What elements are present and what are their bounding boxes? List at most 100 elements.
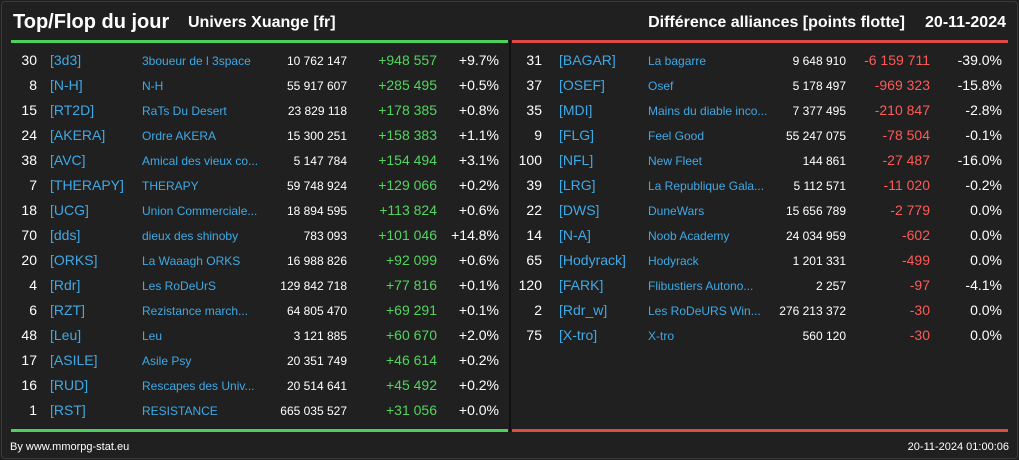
- page-title: Top/Flop du jour: [13, 11, 170, 33]
- alliance-name-link[interactable]: RESISTANCE: [142, 404, 218, 418]
- alliance-tag-link[interactable]: [BAGAR]: [559, 52, 616, 68]
- alliance-row: 9 [FLG] Feel Good 55 247 075 -78 504 -0.1%: [512, 122, 1008, 147]
- points-difference: +154 494: [378, 152, 437, 168]
- alliance-points: 5 147 784: [293, 154, 347, 168]
- alliance-name-link[interactable]: Rezistance march...: [142, 304, 249, 318]
- percent-change: +2.0%: [458, 327, 499, 343]
- alliance-points: 276 213 372: [779, 304, 846, 318]
- alliance-points: 3 121 885: [293, 329, 347, 343]
- alliance-tag-link[interactable]: [RZT]: [50, 302, 85, 318]
- alliance-tag-link[interactable]: [LRG]: [559, 177, 596, 193]
- alliance-tag-link[interactable]: [Rdr_w]: [559, 302, 608, 318]
- alliance-tag-link[interactable]: [RUD]: [50, 377, 89, 393]
- alliance-tag-link[interactable]: [MDI]: [559, 102, 593, 118]
- points-difference: +77 816: [386, 277, 437, 293]
- alliance-tag-link[interactable]: [UCG]: [50, 202, 89, 218]
- source-credit: By www.mmorpg-stat.eu: [10, 441, 130, 453]
- points-difference: +92 099: [386, 252, 437, 268]
- alliance-name-link[interactable]: dieux des shinoby: [142, 229, 239, 243]
- percent-change: +0.2%: [458, 377, 499, 393]
- alliance-tag-link[interactable]: [OSEF]: [559, 77, 605, 93]
- alliance-rank: 6: [29, 302, 37, 318]
- alliance-rank: 120: [518, 277, 542, 293]
- points-difference: -499: [901, 252, 930, 268]
- alliance-tag-link[interactable]: [DWS]: [559, 202, 600, 218]
- points-difference: +60 670: [386, 327, 437, 343]
- alliance-tag-link[interactable]: [ASILE]: [50, 352, 98, 368]
- flop-panel-top-bar: [512, 40, 1008, 43]
- alliance-name-link[interactable]: Rescapes des Univ...: [142, 379, 255, 393]
- alliance-tag-link[interactable]: [dds]: [50, 227, 81, 243]
- alliance-name-link[interactable]: X-tro: [648, 329, 675, 343]
- alliance-name-link[interactable]: Les RoDeUrS: [142, 279, 217, 293]
- alliance-row: 16 [RUD] Rescapes des Univ... 20 514 641 +45…: [11, 372, 508, 397]
- alliance-name-link[interactable]: Mains du diable inco...: [648, 104, 768, 118]
- alliance-tag-link[interactable]: [AVC]: [50, 152, 86, 168]
- alliance-name-link[interactable]: Feel Good: [648, 129, 705, 143]
- percent-change: +1.1%: [458, 127, 499, 143]
- alliance-name-link[interactable]: THERAPY: [142, 179, 199, 193]
- alliance-name-link[interactable]: Hodyrack: [648, 254, 699, 268]
- alliance-tag-link[interactable]: [NFL]: [559, 152, 594, 168]
- alliance-points: 144 861: [802, 154, 846, 168]
- alliance-tag-link[interactable]: [ORKS]: [50, 252, 98, 268]
- alliance-tag-link[interactable]: [Hodyrack]: [559, 252, 626, 268]
- alliance-tag-link[interactable]: [THERAPY]: [50, 177, 124, 193]
- alliance-row: 39 [LRG] La Republique Gala... 5 112 571 -11…: [512, 172, 1008, 197]
- alliance-name-link[interactable]: 3boueur de l 3space: [142, 54, 251, 68]
- alliance-tag-link[interactable]: [FLG]: [559, 127, 595, 143]
- percent-change: +0.2%: [458, 177, 499, 193]
- alliance-tag-link[interactable]: [N-H]: [50, 77, 83, 93]
- alliance-row: 8 [N-H] N-H 55 917 607 +285 495 +0.5%: [11, 72, 508, 97]
- percent-change: 0.0%: [970, 252, 1002, 268]
- alliance-name-link[interactable]: Osef: [648, 79, 674, 93]
- top-list: 30 [3d3] 3boueur de l 3space 10 762 147 +948…: [11, 47, 508, 422]
- percent-change: +0.8%: [458, 102, 499, 118]
- alliance-row: 70 [dds] dieux des shinoby 783 093 +101 046 +…: [11, 222, 508, 247]
- alliance-tag-link[interactable]: [AKERA]: [50, 127, 106, 143]
- top-panel-bottom-bar: [11, 429, 508, 432]
- alliance-name-link[interactable]: Asile Psy: [142, 354, 192, 368]
- alliance-row: 35 [MDI] Mains du diable inco... 7 377 495 -…: [512, 97, 1008, 122]
- alliance-points: 665 035 527: [280, 404, 347, 418]
- top-panel-top-bar: [11, 40, 508, 43]
- alliance-tag-link[interactable]: [RT2D]: [50, 102, 95, 118]
- alliance-row: 14 [N-A] Noob Academy 24 034 959 -602 0.0%: [512, 222, 1008, 247]
- alliance-name-link[interactable]: Leu: [142, 329, 163, 343]
- alliance-name-link[interactable]: Ordre AKERA: [142, 129, 217, 143]
- alliance-tag-link[interactable]: [N-A]: [559, 227, 591, 243]
- alliance-name-link[interactable]: RaTs Du Desert: [142, 104, 227, 118]
- alliance-name-link[interactable]: Les RoDeURS Win...: [648, 304, 761, 318]
- percent-change: 0.0%: [970, 302, 1002, 318]
- alliance-rank: 4: [29, 277, 37, 293]
- percent-change: +0.6%: [458, 202, 499, 218]
- alliance-name-link[interactable]: La bagarre: [648, 54, 707, 68]
- alliance-name-link[interactable]: N-H: [142, 79, 164, 93]
- alliance-tag-link[interactable]: [RST]: [50, 402, 86, 418]
- alliance-rank: 70: [21, 227, 37, 243]
- alliance-name-link[interactable]: La Republique Gala...: [648, 179, 765, 193]
- alliance-points: 129 842 718: [280, 279, 347, 293]
- points-difference: -30: [909, 302, 930, 318]
- alliance-rank: 30: [21, 52, 37, 68]
- alliance-tag-link[interactable]: [Leu]: [50, 327, 82, 343]
- percent-change: -0.2%: [965, 177, 1002, 193]
- alliance-name-link[interactable]: DuneWars: [648, 204, 705, 218]
- alliance-name-link[interactable]: Amical des vieux co...: [142, 154, 259, 168]
- alliance-name-link[interactable]: Noob Academy: [648, 229, 730, 243]
- alliance-points: 5 178 497: [792, 79, 846, 93]
- alliance-tag-link[interactable]: [FARK]: [559, 277, 604, 293]
- alliance-row: 48 [Leu] Leu 3 121 885 +60 670 +2.0%: [11, 322, 508, 347]
- alliance-rank: 100: [518, 152, 542, 168]
- alliance-tag-link[interactable]: [3d3]: [50, 52, 82, 68]
- alliance-name-link[interactable]: La Waaagh ORKS: [142, 254, 241, 268]
- alliance-tag-link[interactable]: [Rdr]: [50, 277, 81, 293]
- alliance-rank: 35: [526, 102, 542, 118]
- flop-list: 31 [BAGAR] La bagarre 9 648 910 -6 159 711 -3…: [512, 47, 1008, 347]
- alliance-name-link[interactable]: New Fleet: [648, 154, 703, 168]
- alliance-tag-link[interactable]: [X-tro]: [559, 327, 598, 343]
- alliance-name-link[interactable]: Flibustiers Autono...: [648, 279, 754, 293]
- alliance-row: 120 [FARK] Flibustiers Autono... 2 257 -97 -4…: [512, 272, 1008, 297]
- alliance-name-link[interactable]: Union Commerciale...: [142, 204, 258, 218]
- subject-label: Différence alliances [points flotte]: [648, 14, 905, 31]
